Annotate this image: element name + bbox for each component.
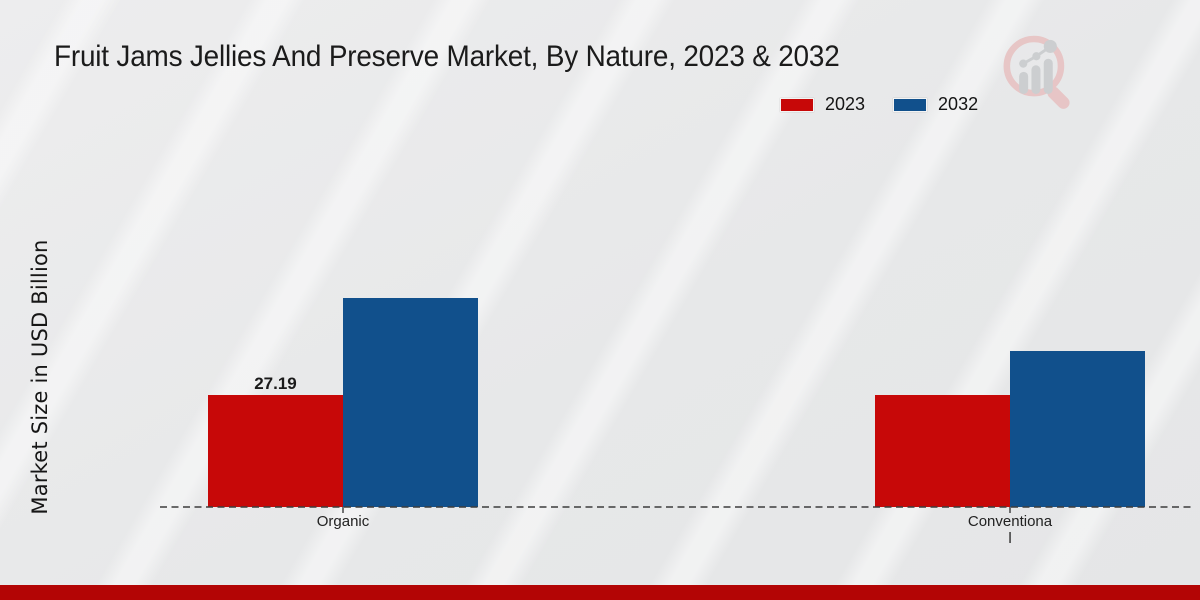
chart-title: Fruit Jams Jellies And Preserve Market, …: [54, 40, 840, 73]
bar-conventional-2023: [875, 395, 1010, 507]
category-label-conventional: Conventiona l: [967, 513, 1053, 547]
legend-item-2032: 2032: [893, 94, 978, 115]
legend-label-2032: 2032: [938, 94, 979, 114]
data-label-organic-2023: 27.19: [254, 374, 297, 393]
y-axis-title: Market Size in USD Billion: [28, 239, 52, 515]
category-label-organic: Organic: [316, 513, 370, 530]
legend-label-2023: 2023: [825, 94, 866, 114]
magnifier-handle: [1047, 86, 1070, 109]
market-research-watermark-logo: [1003, 35, 1070, 109]
bar-conventional-2032: [1010, 351, 1145, 507]
legend: 2023 2032: [780, 94, 978, 115]
bar-organic-2023: [208, 395, 343, 507]
legend-item-2023: 2023: [780, 94, 865, 115]
legend-swatch-2023: [780, 97, 814, 112]
bar-organic-2032: [343, 298, 478, 507]
legend-swatch-2032: [893, 97, 928, 112]
footer-accent-bar: [0, 585, 1200, 600]
